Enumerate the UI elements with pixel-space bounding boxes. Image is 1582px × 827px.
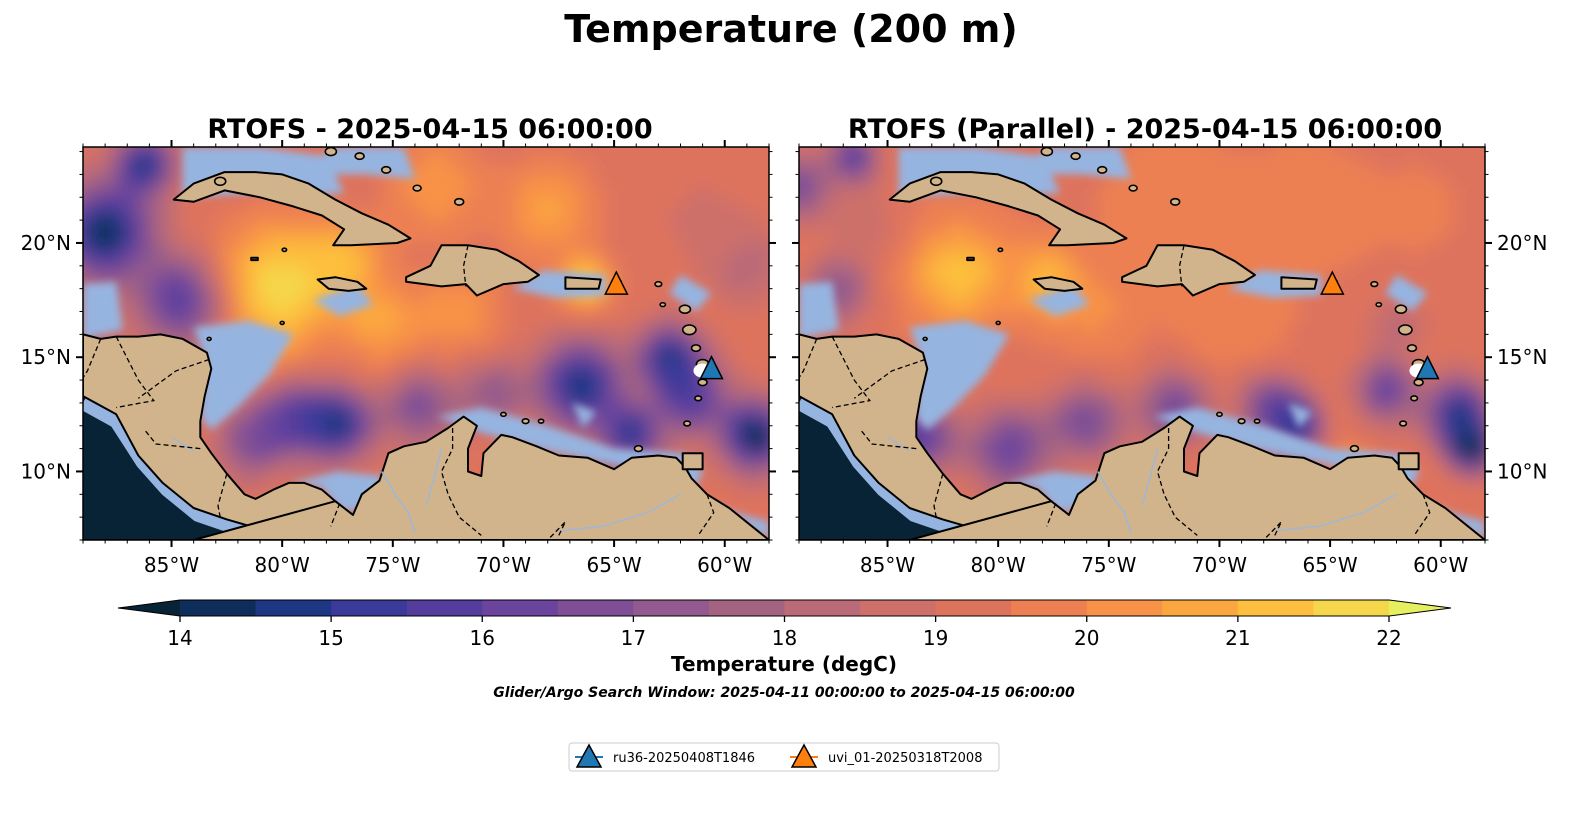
map-panel-rtofs-parallel: RTOFS (Parallel) - 2025-04-15 06:00:00 8… — [792, 114, 1547, 577]
lon-tick-label: 60°W — [1413, 553, 1468, 577]
lat-tick-label: 20°N — [21, 231, 71, 255]
lat-tick-label: 10°N — [1497, 459, 1547, 483]
legend-triangle-uvi01 — [790, 743, 818, 768]
lon-tick-label: 65°W — [1302, 553, 1357, 577]
legend-label-ru36: ru36-20250408T1846 — [613, 751, 755, 766]
figure-title: Temperature (200 m) — [564, 7, 1017, 51]
colorbar-tick-label: 18 — [772, 626, 797, 650]
colorbar-bin — [860, 600, 937, 616]
colorbar-bin — [255, 600, 332, 616]
legend: ru36-20250408T1846 uvi_01-20250318T2008 — [568, 742, 1000, 772]
colorbar-bin — [633, 600, 710, 616]
colorbar-bin — [482, 600, 559, 616]
colorbar-bin — [557, 600, 634, 616]
map-panel-rtofs: RTOFS - 2025-04-15 06:00:00 85°W 80°W 75°W… — [21, 114, 776, 577]
colorbar-bin — [180, 600, 257, 616]
colorbar-tick-label: 20 — [1074, 626, 1099, 650]
colorbar-bin — [1237, 600, 1315, 616]
lon-tick-label: 65°W — [586, 553, 641, 577]
colorbar-bin — [406, 600, 483, 616]
colorbar-bin — [1162, 600, 1239, 616]
panel-title-rtofs: RTOFS - 2025-04-15 06:00:00 — [207, 114, 652, 145]
lon-tick-label: 75°W — [365, 553, 420, 577]
colorbar-tick-label: 17 — [621, 626, 646, 650]
colorbar-extend-max — [1389, 600, 1451, 616]
borders-rtofs-parallel — [799, 245, 1431, 540]
search-window-note: Glider/Argo Search Window: 2025-04-11 00… — [493, 685, 1075, 701]
panel-title-rtofs-parallel: RTOFS (Parallel) - 2025-04-15 06:00:00 — [848, 114, 1442, 145]
lat-tick-label: 15°N — [1497, 345, 1547, 369]
colorbar-bin — [784, 600, 861, 616]
colorbar-bin — [708, 600, 786, 616]
colorbar-bin — [1011, 600, 1088, 616]
colorbar-tick-label: 15 — [318, 626, 343, 650]
legend-frame — [568, 742, 1000, 772]
lat-tick-label: 20°N — [1497, 231, 1547, 255]
colorbar-label: Temperature (degC) — [671, 652, 897, 676]
colorbar-tick-label: 14 — [167, 626, 192, 650]
lon-tick-label: 70°W — [476, 553, 531, 577]
map-frame-rtofs — [82, 146, 770, 541]
colorbar-tick-label: 16 — [470, 626, 495, 650]
colorbar-bin — [1086, 600, 1163, 616]
colorbar-bin — [935, 600, 1012, 616]
colorbar-extend-min — [118, 600, 180, 616]
lon-tick-label: 80°W — [971, 553, 1026, 577]
colorbar-tick-label: 21 — [1225, 626, 1250, 650]
lat-tick-label: 15°N — [21, 345, 71, 369]
land-rtofs-parallel — [799, 147, 1485, 540]
ticks-rtofs: 85°W 80°W 75°W 70°W 65°W 60°W 10°N 15°N 20°N — [21, 140, 776, 577]
legend-item-ru36: ru36-20250408T1846 — [575, 743, 755, 768]
glider-marker — [699, 354, 724, 380]
lon-tick-label: 75°W — [1081, 553, 1136, 577]
lon-tick-label: 70°W — [1192, 553, 1247, 577]
colorbar-tick-label: 22 — [1376, 626, 1401, 650]
lat-tick-label: 10°N — [21, 459, 71, 483]
markers-rtofs — [604, 270, 724, 380]
colorbar-tick-label: 19 — [923, 626, 948, 650]
colorbar-bin — [331, 600, 408, 616]
glider-marker — [1320, 270, 1345, 295]
glider-marker — [1415, 354, 1440, 380]
borders-rtofs — [83, 245, 715, 540]
colorbar-bin — [1313, 600, 1390, 616]
lon-tick-label: 80°W — [255, 553, 310, 577]
legend-label-uvi01: uvi_01-20250318T2008 — [828, 751, 982, 766]
colorbar: 14 15 16 17 18 19 20 21 22 — [117, 599, 1452, 650]
markers-rtofs-parallel — [1320, 270, 1440, 380]
legend-triangle-ru36 — [575, 743, 603, 768]
legend-item-uvi01: uvi_01-20250318T2008 — [790, 743, 982, 768]
lon-tick-label: 85°W — [144, 553, 199, 577]
glider-marker — [604, 270, 629, 295]
map-frame-rtofs-parallel — [798, 146, 1486, 541]
lon-tick-label: 60°W — [697, 553, 752, 577]
lon-tick-label: 85°W — [860, 553, 915, 577]
ticks-rtofs-parallel: 85°W 80°W 75°W 70°W 65°W 60°W 10°N 15°N 20°N — [792, 140, 1547, 577]
